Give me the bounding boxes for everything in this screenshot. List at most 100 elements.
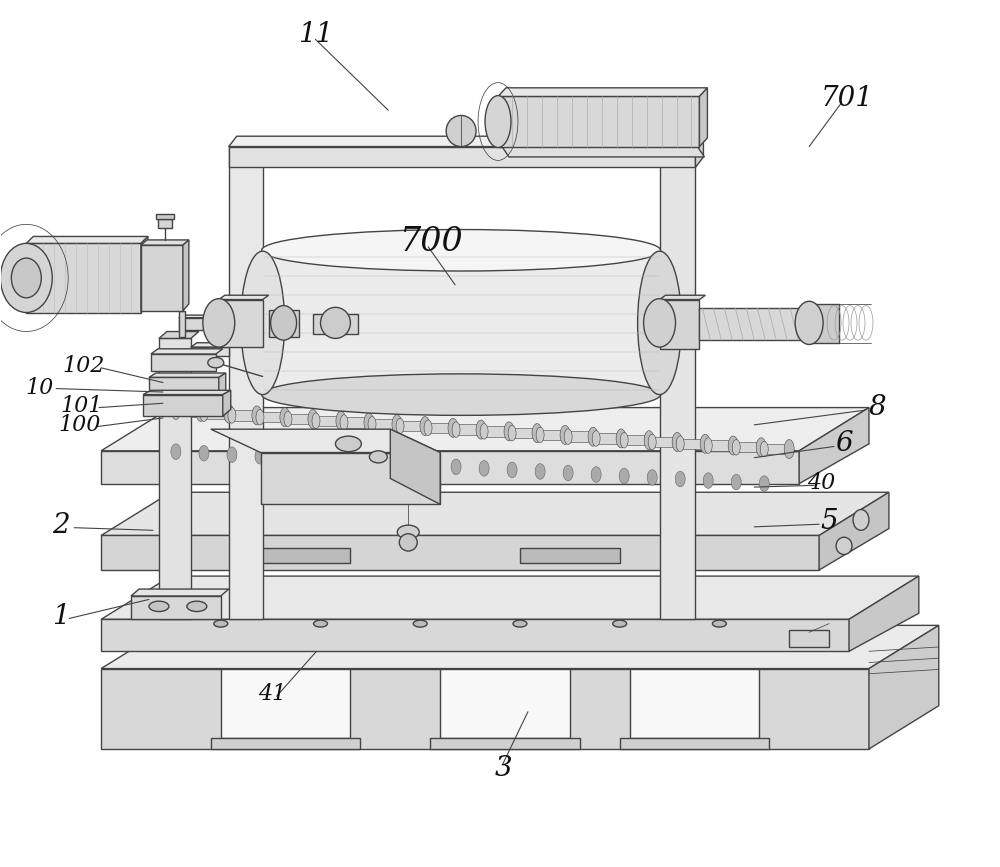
Ellipse shape xyxy=(620,433,628,448)
Polygon shape xyxy=(141,240,189,245)
Polygon shape xyxy=(652,437,677,447)
Ellipse shape xyxy=(335,436,361,452)
Ellipse shape xyxy=(485,95,511,147)
Polygon shape xyxy=(101,451,799,484)
Polygon shape xyxy=(699,88,707,147)
Polygon shape xyxy=(232,410,257,420)
Text: 40: 40 xyxy=(807,472,835,494)
Polygon shape xyxy=(101,492,889,536)
Ellipse shape xyxy=(592,431,600,447)
Ellipse shape xyxy=(369,451,387,463)
Ellipse shape xyxy=(256,409,264,425)
Ellipse shape xyxy=(513,620,527,627)
Polygon shape xyxy=(498,88,707,96)
Ellipse shape xyxy=(314,620,327,627)
Ellipse shape xyxy=(760,441,768,457)
Ellipse shape xyxy=(312,413,320,428)
Text: 2: 2 xyxy=(52,512,70,539)
Ellipse shape xyxy=(700,434,710,453)
Ellipse shape xyxy=(728,436,738,455)
Ellipse shape xyxy=(591,466,601,482)
Text: 101: 101 xyxy=(60,394,102,417)
Ellipse shape xyxy=(532,424,542,443)
Ellipse shape xyxy=(536,427,544,443)
Ellipse shape xyxy=(535,464,545,479)
Ellipse shape xyxy=(795,301,823,344)
Polygon shape xyxy=(179,317,221,329)
Polygon shape xyxy=(849,576,919,651)
Ellipse shape xyxy=(339,453,349,468)
Polygon shape xyxy=(764,444,789,454)
Polygon shape xyxy=(149,373,226,377)
Ellipse shape xyxy=(732,440,740,455)
Text: 6: 6 xyxy=(835,430,853,458)
Polygon shape xyxy=(223,390,231,416)
Polygon shape xyxy=(811,303,839,342)
Ellipse shape xyxy=(252,406,262,425)
Polygon shape xyxy=(179,315,223,317)
Polygon shape xyxy=(149,377,219,396)
Polygon shape xyxy=(708,440,733,451)
Ellipse shape xyxy=(424,420,432,435)
Ellipse shape xyxy=(413,620,427,627)
Polygon shape xyxy=(260,412,285,422)
Ellipse shape xyxy=(262,374,661,415)
Polygon shape xyxy=(660,296,705,299)
Ellipse shape xyxy=(675,472,685,487)
Polygon shape xyxy=(229,147,695,167)
Ellipse shape xyxy=(200,406,208,421)
Polygon shape xyxy=(211,429,440,453)
Polygon shape xyxy=(660,140,703,147)
Ellipse shape xyxy=(208,357,224,368)
Polygon shape xyxy=(313,314,358,334)
Text: 102: 102 xyxy=(62,355,104,377)
Polygon shape xyxy=(288,414,313,424)
Text: 41: 41 xyxy=(259,683,287,706)
Ellipse shape xyxy=(616,429,626,448)
Polygon shape xyxy=(141,245,183,310)
Ellipse shape xyxy=(196,402,206,421)
Ellipse shape xyxy=(648,434,656,450)
Polygon shape xyxy=(316,415,341,426)
Ellipse shape xyxy=(564,429,572,445)
Ellipse shape xyxy=(588,427,598,447)
Bar xyxy=(789,629,829,647)
Ellipse shape xyxy=(280,407,290,427)
Polygon shape xyxy=(540,430,565,440)
Ellipse shape xyxy=(171,444,181,460)
Polygon shape xyxy=(263,251,660,394)
Ellipse shape xyxy=(672,433,682,452)
Polygon shape xyxy=(219,299,263,347)
Ellipse shape xyxy=(563,466,573,480)
Ellipse shape xyxy=(704,438,712,453)
Ellipse shape xyxy=(703,473,713,488)
Ellipse shape xyxy=(784,440,794,459)
Text: 100: 100 xyxy=(58,414,100,436)
Polygon shape xyxy=(141,237,148,312)
Text: 701: 701 xyxy=(821,85,873,112)
Ellipse shape xyxy=(336,411,346,430)
Text: 3: 3 xyxy=(494,755,512,782)
Polygon shape xyxy=(660,147,695,619)
Ellipse shape xyxy=(613,620,627,627)
Polygon shape xyxy=(502,147,704,157)
Polygon shape xyxy=(101,576,919,619)
Polygon shape xyxy=(219,373,226,396)
Polygon shape xyxy=(151,349,223,354)
Ellipse shape xyxy=(853,510,869,531)
Ellipse shape xyxy=(367,454,377,470)
Polygon shape xyxy=(512,428,537,439)
Polygon shape xyxy=(498,96,699,147)
Ellipse shape xyxy=(227,447,237,462)
Polygon shape xyxy=(596,434,621,444)
Ellipse shape xyxy=(452,422,460,437)
Polygon shape xyxy=(143,390,231,394)
Polygon shape xyxy=(229,140,271,147)
Ellipse shape xyxy=(451,460,461,474)
Text: 1: 1 xyxy=(52,603,70,630)
Polygon shape xyxy=(680,439,705,449)
Polygon shape xyxy=(630,668,759,738)
Ellipse shape xyxy=(479,460,489,476)
Text: 700: 700 xyxy=(400,225,464,257)
Ellipse shape xyxy=(271,305,297,340)
